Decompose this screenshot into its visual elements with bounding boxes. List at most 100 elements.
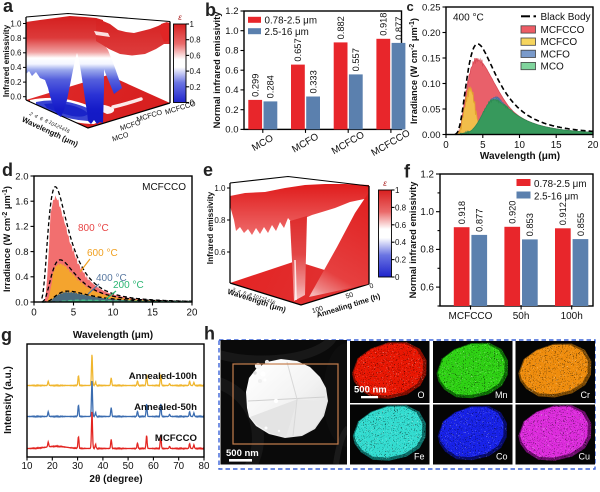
svg-text:10: 10 <box>252 293 260 301</box>
svg-text:MCFCCO: MCFCCO <box>449 311 493 322</box>
svg-text:0.25: 0.25 <box>422 2 441 13</box>
svg-text:0.4: 0.4 <box>225 85 238 96</box>
svg-text:0.2: 0.2 <box>395 256 407 265</box>
svg-text:Black Body: Black Body <box>541 12 591 23</box>
svg-text:Cu: Cu <box>578 452 590 462</box>
svg-text:80: 80 <box>199 461 210 472</box>
svg-text:0.0: 0.0 <box>225 125 238 136</box>
svg-text:d: d <box>2 160 13 180</box>
svg-text:1.0: 1.0 <box>225 26 238 37</box>
svg-text:15: 15 <box>147 308 158 319</box>
svg-text:1.0: 1.0 <box>214 184 226 193</box>
svg-text:70: 70 <box>173 461 184 472</box>
svg-text:0: 0 <box>443 140 449 151</box>
svg-text:2.0: 2.0 <box>15 171 28 182</box>
svg-text:0.8: 0.8 <box>190 36 202 45</box>
svg-text:0.882: 0.882 <box>336 16 346 39</box>
svg-text:0.918: 0.918 <box>379 13 389 36</box>
svg-text:0: 0 <box>31 308 37 319</box>
svg-text:0.78-2.5 μm: 0.78-2.5 μm <box>265 15 317 26</box>
svg-text:10: 10 <box>22 461 33 472</box>
svg-text:MCFCO: MCFCO <box>541 37 578 48</box>
svg-text:0.2: 0.2 <box>190 83 202 92</box>
svg-text:0.299: 0.299 <box>251 74 261 97</box>
svg-text:e: e <box>203 160 213 180</box>
svg-text:1.2: 1.2 <box>15 222 28 233</box>
svg-text:Annealed-100h: Annealed-100h <box>129 371 197 382</box>
svg-text:0.853: 0.853 <box>525 213 535 236</box>
svg-text:Infrared emissivity: Infrared emissivity <box>206 191 215 264</box>
svg-text:Wavelength (μm): Wavelength (μm) <box>480 151 560 162</box>
svg-text:0.6: 0.6 <box>10 49 22 58</box>
svg-text:0.8: 0.8 <box>420 245 434 256</box>
svg-text:8: 8 <box>247 292 253 299</box>
svg-text:f: f <box>404 162 411 182</box>
svg-text:ε: ε <box>178 12 182 22</box>
svg-text:800 °C: 800 °C <box>78 223 109 234</box>
svg-text:10: 10 <box>514 140 525 151</box>
svg-text:2: 2 <box>28 111 34 118</box>
svg-text:MCFCCO: MCFCCO <box>541 25 585 36</box>
svg-text:0: 0 <box>369 283 375 291</box>
svg-text:6: 6 <box>38 116 44 123</box>
svg-text:0.8: 0.8 <box>395 203 407 212</box>
svg-text:12: 12 <box>257 295 265 303</box>
svg-text:0.333: 0.333 <box>308 70 318 93</box>
svg-text:Irradiance (W cm-2 μm-1): Irradiance (W cm-2 μm-1) <box>2 186 12 292</box>
svg-text:1.6: 1.6 <box>15 197 28 208</box>
svg-text:0.0: 0.0 <box>10 93 22 102</box>
svg-text:0.6: 0.6 <box>214 248 226 257</box>
svg-text:0.6: 0.6 <box>225 65 238 76</box>
svg-text:0.6: 0.6 <box>420 282 434 293</box>
svg-text:20: 20 <box>588 140 599 151</box>
svg-text:100: 100 <box>311 305 324 315</box>
svg-text:2: 2 <box>231 287 237 294</box>
svg-text:0.877: 0.877 <box>394 17 404 40</box>
svg-text:400 °C: 400 °C <box>96 273 127 284</box>
svg-text:0.284: 0.284 <box>266 75 276 98</box>
svg-text:0.10: 0.10 <box>422 79 441 90</box>
svg-text:0.2: 0.2 <box>10 78 22 87</box>
svg-text:Normal infrared emissivity: Normal infrared emissivity <box>212 11 222 129</box>
svg-text:4: 4 <box>236 289 242 296</box>
svg-text:0.557: 0.557 <box>351 48 361 71</box>
svg-text:g: g <box>1 325 12 345</box>
svg-text:0.4: 0.4 <box>15 272 28 283</box>
svg-text:b: b <box>205 0 216 20</box>
svg-text:20: 20 <box>187 308 198 319</box>
svg-text:Co: Co <box>496 452 508 462</box>
svg-text:1: 1 <box>190 20 195 29</box>
svg-text:1.2: 1.2 <box>225 6 238 17</box>
svg-text:0.2: 0.2 <box>225 105 238 116</box>
svg-text:0.657: 0.657 <box>293 38 303 61</box>
svg-text:200 °C: 200 °C <box>113 280 144 291</box>
svg-text:MCFCCO: MCFCCO <box>142 182 186 193</box>
svg-text:0.6: 0.6 <box>395 221 407 230</box>
svg-text:Intensity (a.u.): Intensity (a.u.) <box>3 366 14 434</box>
svg-text:400 °C: 400 °C <box>453 13 484 24</box>
svg-text:Irradiance (W cm-2 μm-1): Irradiance (W cm-2 μm-1) <box>409 18 419 124</box>
svg-text:1.0: 1.0 <box>420 207 434 218</box>
svg-text:14: 14 <box>57 124 65 132</box>
svg-text:Cr: Cr <box>581 390 591 400</box>
svg-text:ε: ε <box>383 178 387 188</box>
svg-text:600 °C: 600 °C <box>87 248 118 259</box>
svg-text:Wavelength (μm): Wavelength (μm) <box>73 330 153 341</box>
svg-text:0.877: 0.877 <box>475 209 485 232</box>
svg-text:0.918: 0.918 <box>457 201 467 224</box>
svg-text:0: 0 <box>395 273 400 282</box>
svg-text:c: c <box>407 0 414 14</box>
svg-text:0.8: 0.8 <box>214 216 226 225</box>
svg-text:0.920: 0.920 <box>508 201 518 224</box>
svg-text:1.2: 1.2 <box>420 169 434 180</box>
svg-text:0.00: 0.00 <box>422 130 441 141</box>
svg-text:500 nm: 500 nm <box>354 385 387 396</box>
svg-text:MCFO: MCFO <box>541 49 571 60</box>
svg-text:50h: 50h <box>513 311 530 322</box>
svg-text:0.855: 0.855 <box>576 213 586 236</box>
svg-text:14: 14 <box>263 296 271 304</box>
svg-text:0.912: 0.912 <box>558 202 568 225</box>
svg-text:8: 8 <box>43 118 49 125</box>
svg-text:16: 16 <box>63 127 71 135</box>
svg-text:Normal infrared emissivity: Normal infrared emissivity <box>408 181 418 299</box>
